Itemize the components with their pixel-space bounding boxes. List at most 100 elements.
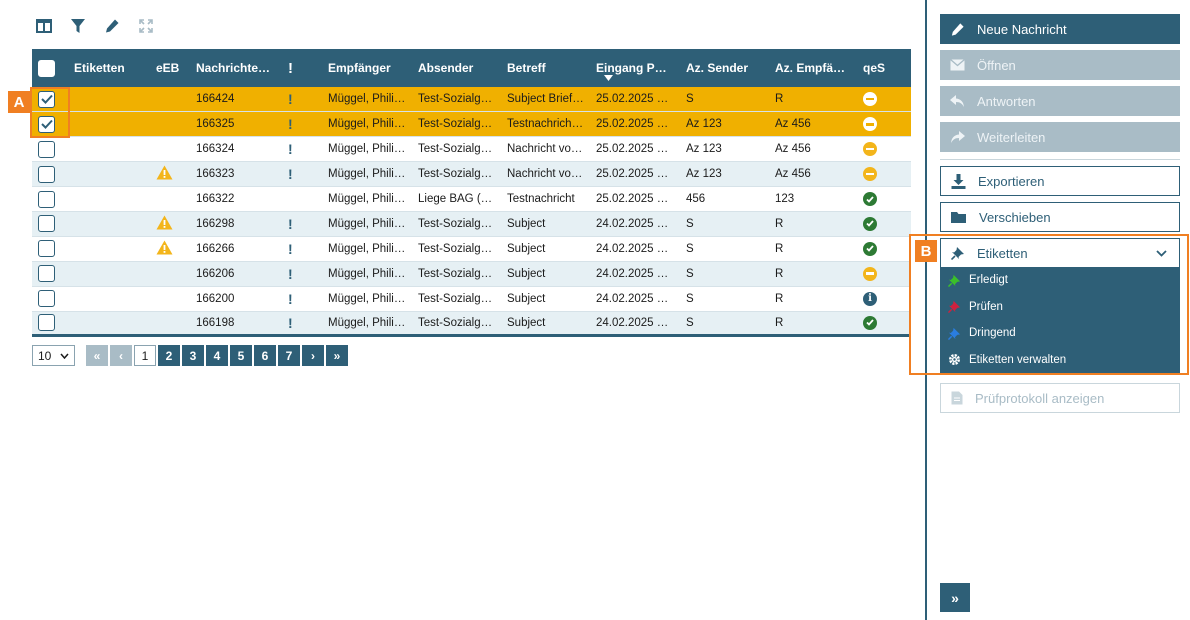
received-cell: 24.02.2025 … (590, 311, 680, 336)
menu-item-label: Dringend (969, 327, 1016, 340)
page-size-select[interactable]: 10 (32, 345, 75, 366)
ref-recipient-cell: R (769, 261, 857, 287)
ref-sender-cell: S (680, 311, 769, 336)
columns-icon[interactable] (34, 16, 54, 36)
received-cell: 25.02.2025 … (590, 161, 680, 187)
column-header-received[interactable]: Eingang P… (590, 49, 680, 87)
column-header-eeb[interactable]: eEB (150, 49, 190, 87)
urgent-cell: ! (282, 111, 322, 137)
eeb-cell (150, 186, 190, 212)
forward-label: Weiterleiten (977, 129, 1046, 145)
eeb-cell (150, 311, 190, 336)
table-body: 166424! Müggel, Phili… Test-Sozialg… Subjec… (32, 87, 911, 336)
urgent-cell: ! (282, 311, 322, 336)
qes-valid-icon (863, 216, 877, 231)
recipient-cell: Müggel, Phili… (322, 161, 412, 187)
first-page-button[interactable]: « (86, 345, 108, 366)
row-checkbox[interactable] (38, 215, 55, 233)
label-item[interactable]: Erledigt (940, 267, 1180, 294)
column-header-message-id[interactable]: Nachrichte… (190, 49, 282, 87)
label-item[interactable]: Dringend (940, 320, 1180, 347)
ref-sender-cell: Az 123 (680, 111, 769, 137)
row-checkbox[interactable] (38, 190, 55, 208)
collapse-panel-button[interactable]: » (940, 583, 970, 612)
ref-sender-cell: S (680, 87, 769, 112)
table-row[interactable]: 166424! Müggel, Phili… Test-Sozialg… Subjec… (32, 87, 911, 112)
row-checkbox[interactable] (38, 140, 55, 158)
labels-dropdown-menu: Erledigt Prüfen Dringend Etiketten verwalte… (940, 267, 1180, 373)
select-all-checkbox[interactable] (38, 59, 55, 77)
page-button-1[interactable]: 1 (134, 345, 156, 366)
ref-sender-cell: S (680, 236, 769, 262)
received-cell: 25.02.2025 … (590, 186, 680, 212)
open-button[interactable]: Öffnen (940, 50, 1180, 80)
reply-button[interactable]: Antworten (940, 86, 1180, 116)
row-checkbox[interactable] (38, 240, 55, 258)
table-row[interactable]: 166206! Müggel, Phili… Test-Sozialg… Subjec… (32, 261, 911, 287)
table-row[interactable]: 166323! Müggel, Phili… Test-Sozialg… Nachri… (32, 161, 911, 187)
manage-labels-item[interactable]: Etiketten verwalten (940, 347, 1180, 374)
labels-cell (68, 236, 150, 262)
label-item[interactable]: Prüfen (940, 294, 1180, 321)
column-header-subject[interactable]: Betreff (501, 49, 590, 87)
folder-icon (951, 211, 966, 223)
row-checkbox[interactable] (38, 115, 55, 133)
table-row[interactable]: 166322 Müggel, Phili… Liege BAG (… Testnach… (32, 186, 911, 212)
message-id-cell: 166298 (190, 211, 282, 237)
column-header-ref-sender[interactable]: Az. Sender (680, 49, 769, 87)
labels-cell (68, 311, 150, 336)
audit-log-button[interactable]: Prüfprotokoll anzeigen (940, 383, 1180, 413)
pin-icon (951, 247, 964, 260)
last-page-button[interactable]: » (326, 345, 348, 366)
forward-button[interactable]: Weiterleiten (940, 122, 1180, 152)
prev-page-button[interactable]: ‹ (110, 345, 132, 366)
urgent-cell (282, 186, 322, 212)
expand-icon[interactable] (136, 16, 156, 36)
table-row[interactable]: 166198! Müggel, Phili… Test-Sozialg… Subjec… (32, 311, 911, 336)
page-button-2[interactable]: 2 (158, 345, 180, 366)
row-checkbox[interactable] (38, 165, 55, 183)
table-row[interactable]: 166266! Müggel, Phili… Test-Sozialg… Subjec… (32, 236, 911, 262)
filter-icon[interactable] (68, 16, 88, 36)
row-checkbox[interactable] (38, 290, 55, 308)
urgent-cell: ! (282, 136, 322, 162)
column-header-sender[interactable]: Absender (412, 49, 501, 87)
move-button[interactable]: Verschieben (940, 202, 1180, 232)
column-header-ref-recipient[interactable]: Az. Empfä… (769, 49, 857, 87)
page-button-7[interactable]: 7 (278, 345, 300, 366)
pencil-icon[interactable] (102, 16, 122, 36)
row-checkbox[interactable] (38, 314, 55, 332)
column-header-urgent[interactable]: ! (282, 49, 322, 87)
row-select-cell (32, 111, 68, 137)
export-button[interactable]: Exportieren (940, 166, 1180, 196)
row-checkbox[interactable] (38, 90, 55, 108)
new-message-button[interactable]: Neue Nachricht (940, 14, 1180, 44)
table-row[interactable]: 166298! Müggel, Phili… Test-Sozialg… Subjec… (32, 211, 911, 237)
message-id-cell: 166206 (190, 261, 282, 287)
table-row[interactable]: 166200! Müggel, Phili… Test-Sozialg… Subjec… (32, 286, 911, 312)
page-button-5[interactable]: 5 (230, 345, 252, 366)
row-select-cell (32, 87, 68, 112)
urgent-cell: ! (282, 87, 322, 112)
column-header-recipient[interactable]: Empfänger (322, 49, 412, 87)
received-cell: 25.02.2025 … (590, 87, 680, 112)
labels-dropdown-button[interactable]: Etiketten (940, 238, 1180, 268)
row-checkbox[interactable] (38, 265, 55, 283)
recipient-cell: Müggel, Phili… (322, 211, 412, 237)
pin-icon (948, 274, 961, 287)
eeb-cell (150, 236, 190, 262)
page-button-6[interactable]: 6 (254, 345, 276, 366)
urgent-marker: ! (288, 141, 293, 158)
qes-pending-icon (863, 117, 877, 132)
export-label: Exportieren (978, 173, 1045, 189)
column-header-qes[interactable]: qeS (857, 49, 911, 87)
column-header-labels[interactable]: Etiketten (68, 49, 150, 87)
table-row[interactable]: 166324! Müggel, Phili… Test-Sozialg… Nachri… (32, 136, 911, 162)
table-row[interactable]: 166325! Müggel, Phili… Test-Sozialg… Testna… (32, 111, 911, 137)
page-button-4[interactable]: 4 (206, 345, 228, 366)
sender-cell: Test-Sozialg… (412, 261, 501, 287)
qes-pending-icon (863, 142, 877, 157)
ref-sender-cell: Az 123 (680, 161, 769, 187)
next-page-button[interactable]: › (302, 345, 324, 366)
page-button-3[interactable]: 3 (182, 345, 204, 366)
